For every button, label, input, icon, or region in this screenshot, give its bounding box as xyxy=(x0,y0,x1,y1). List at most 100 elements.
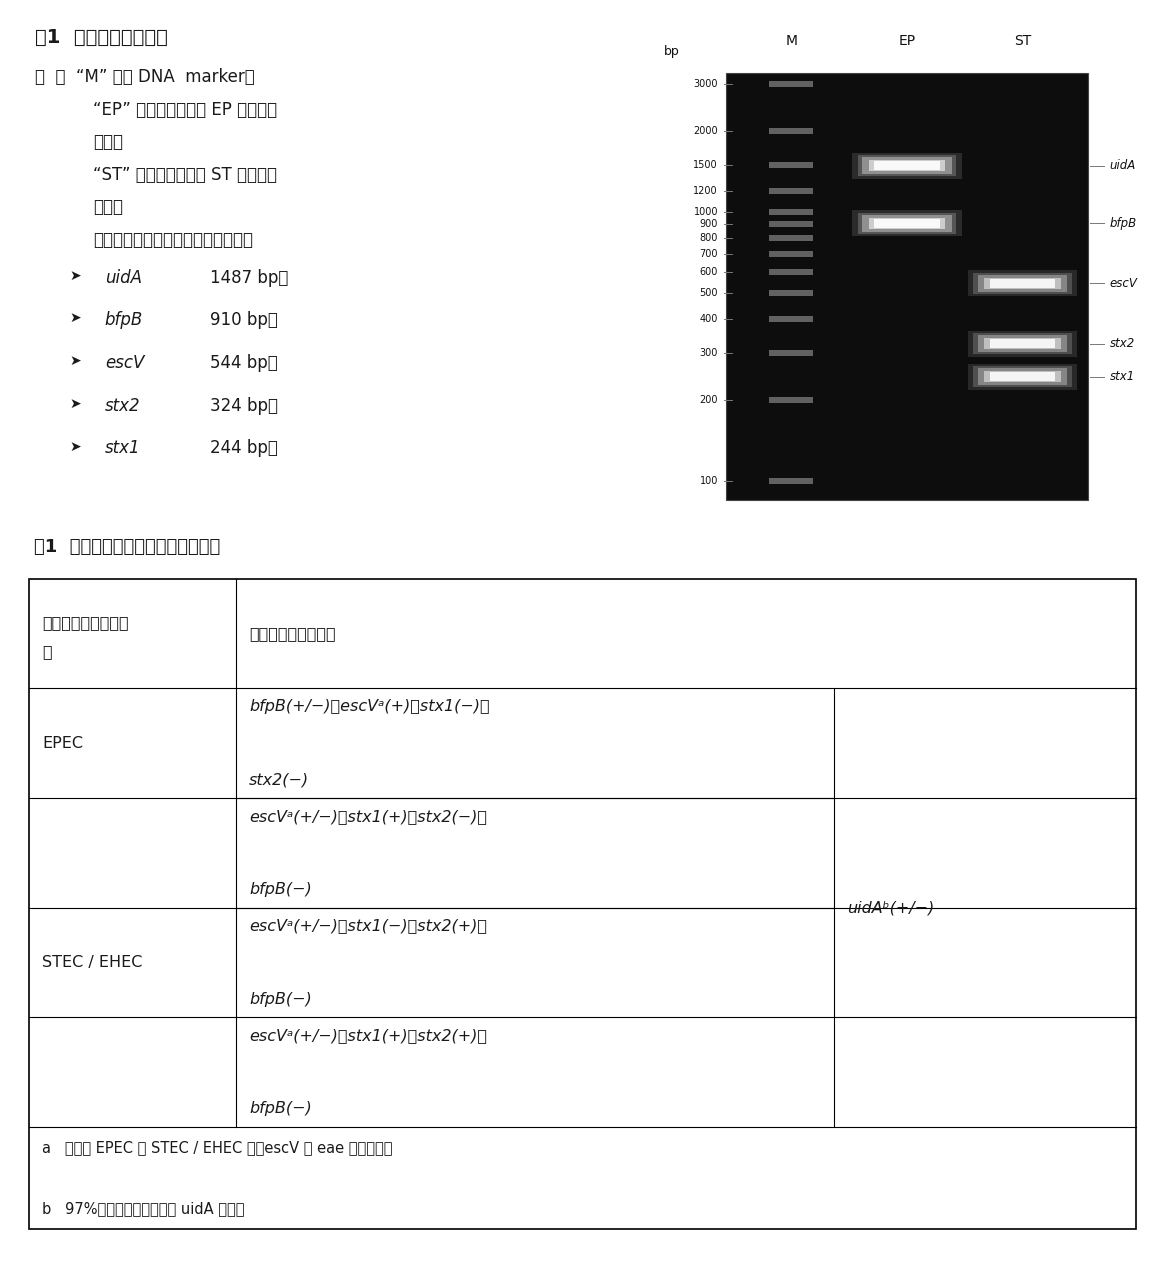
Bar xyxy=(973,273,1072,294)
Text: 1487 bp；: 1487 bp； xyxy=(210,268,288,287)
Bar xyxy=(977,275,1067,292)
Text: “ST” 表示冻干粉试剂 ST 阳性对照: “ST” 表示冻干粉试剂 ST 阳性对照 xyxy=(93,165,277,184)
Text: stx1: stx1 xyxy=(1109,370,1135,384)
Bar xyxy=(857,155,956,177)
Text: M: M xyxy=(785,34,797,48)
Bar xyxy=(769,188,813,194)
Bar xyxy=(874,219,940,228)
Bar xyxy=(852,210,961,236)
Text: 500: 500 xyxy=(699,289,718,297)
Text: stx2: stx2 xyxy=(105,397,141,414)
Text: 1200: 1200 xyxy=(693,186,718,196)
Bar xyxy=(769,316,813,322)
Text: bfpB(−): bfpB(−) xyxy=(249,1102,312,1116)
Bar xyxy=(29,578,1136,1229)
Text: uidA: uidA xyxy=(105,268,142,287)
Text: 800: 800 xyxy=(700,233,718,243)
Text: 别: 别 xyxy=(42,644,52,660)
Bar xyxy=(968,271,1078,296)
Bar xyxy=(984,371,1061,383)
Text: stx2(−): stx2(−) xyxy=(249,773,310,787)
Bar xyxy=(769,81,813,88)
Text: 100: 100 xyxy=(700,475,718,486)
Text: bfpB(+/−)，escVᵃ(+)，stx1(−)，: bfpB(+/−)，escVᵃ(+)，stx1(−)， xyxy=(249,699,489,714)
Bar xyxy=(769,128,813,135)
Bar xyxy=(862,158,952,174)
Text: stx2: stx2 xyxy=(1109,337,1135,350)
Bar xyxy=(984,277,1061,289)
Text: escVᵃ(+/−)，stx1(+)，stx2(+)，: escVᵃ(+/−)，stx1(+)，stx2(+)， xyxy=(249,1028,487,1043)
Bar xyxy=(769,290,813,296)
Bar xyxy=(990,339,1055,348)
Text: 900: 900 xyxy=(700,220,718,230)
Bar xyxy=(857,212,956,234)
Text: 300: 300 xyxy=(700,347,718,357)
Text: escV: escV xyxy=(1109,277,1137,290)
Text: escV: escV xyxy=(105,355,144,372)
Text: 1500: 1500 xyxy=(693,160,718,170)
Text: 244 bp。: 244 bp。 xyxy=(210,440,277,458)
Text: ➤: ➤ xyxy=(70,311,82,325)
Bar xyxy=(968,330,1078,357)
Text: a   在判定 EPEC 或 STEC / EHEC 时，escV 与 eae 基因等效；: a 在判定 EPEC 或 STEC / EHEC 时，escV 与 eae 基因… xyxy=(42,1140,393,1155)
Text: escVᵃ(+/−)，stx1(+)，stx2(−)，: escVᵃ(+/−)，stx1(+)，stx2(−)， xyxy=(249,808,487,824)
Text: b   97%以上大肠埃希氏菌为 uidA 阳性。: b 97%以上大肠埃希氏菌为 uidA 阳性。 xyxy=(42,1201,245,1216)
Text: STEC / EHEC: STEC / EHEC xyxy=(42,955,142,970)
Text: 2000: 2000 xyxy=(693,126,718,136)
Text: stx1: stx1 xyxy=(105,440,141,458)
Bar xyxy=(769,210,813,215)
Text: bfpB: bfpB xyxy=(105,311,143,329)
Text: ➤: ➤ xyxy=(70,268,82,282)
Text: 注  ：  “M” 表示 DNA  marker；: 注 ： “M” 表示 DNA marker； xyxy=(35,67,255,86)
Text: escVᵃ(+/−)，stx1(−)，stx2(+)，: escVᵃ(+/−)，stx1(−)，stx2(+)， xyxy=(249,919,487,933)
Bar xyxy=(874,161,940,170)
Bar xyxy=(769,235,813,241)
Text: 所涉及的基因扩增产物长度分别为：: 所涉及的基因扩增产物长度分别为： xyxy=(93,231,253,249)
Text: uidAᵇ(+/−): uidAᵇ(+/−) xyxy=(848,900,934,915)
Bar xyxy=(769,161,813,168)
Bar xyxy=(977,336,1067,352)
Text: ➤: ➤ xyxy=(70,397,82,411)
Text: bfpB: bfpB xyxy=(1109,216,1137,230)
Bar xyxy=(726,72,1088,500)
Bar xyxy=(990,372,1055,381)
Bar xyxy=(990,278,1055,287)
Bar xyxy=(984,338,1061,350)
Text: uidA: uidA xyxy=(1109,159,1136,173)
Bar xyxy=(769,268,813,275)
Text: 1000: 1000 xyxy=(693,207,718,217)
Text: EPEC: EPEC xyxy=(42,736,84,751)
Text: bp: bp xyxy=(664,44,679,58)
Text: 600: 600 xyxy=(700,267,718,277)
Text: 324 bp；: 324 bp； xyxy=(210,397,277,414)
Bar xyxy=(973,333,1072,355)
Bar xyxy=(973,366,1072,388)
Bar xyxy=(769,478,813,484)
Text: 200: 200 xyxy=(699,395,718,405)
Text: 图1  阳性对照反应产物: 图1 阳性对照反应产物 xyxy=(35,28,168,47)
Text: 3000: 3000 xyxy=(693,79,718,89)
Bar xyxy=(769,250,813,257)
Text: “EP” 表示冻干粉试剂 EP 阳性对照: “EP” 表示冻干粉试剂 EP 阳性对照 xyxy=(93,100,277,118)
Bar xyxy=(869,160,945,172)
Text: 结果；: 结果； xyxy=(93,133,123,151)
Bar xyxy=(977,369,1067,385)
Text: 910 bp；: 910 bp； xyxy=(210,311,277,329)
Text: 544 bp；: 544 bp； xyxy=(210,355,277,372)
Text: 表1  反应产物目标条带与型别对照表: 表1 反应产物目标条带与型别对照表 xyxy=(35,539,220,557)
Text: ➤: ➤ xyxy=(70,355,82,369)
Bar xyxy=(769,397,813,403)
Bar xyxy=(862,215,952,231)
Bar xyxy=(968,364,1078,390)
Text: 700: 700 xyxy=(699,249,718,259)
Bar xyxy=(852,153,961,179)
Bar xyxy=(769,350,813,356)
Text: 400: 400 xyxy=(700,314,718,324)
Bar xyxy=(769,221,813,228)
Text: ➤: ➤ xyxy=(70,440,82,454)
Text: bfpB(−): bfpB(−) xyxy=(249,991,312,1007)
Text: 致泻大肠埃希氏菌类: 致泻大肠埃希氏菌类 xyxy=(42,615,129,630)
Bar xyxy=(869,217,945,229)
Text: 结果；: 结果； xyxy=(93,198,123,216)
Text: bfpB(−): bfpB(−) xyxy=(249,882,312,897)
